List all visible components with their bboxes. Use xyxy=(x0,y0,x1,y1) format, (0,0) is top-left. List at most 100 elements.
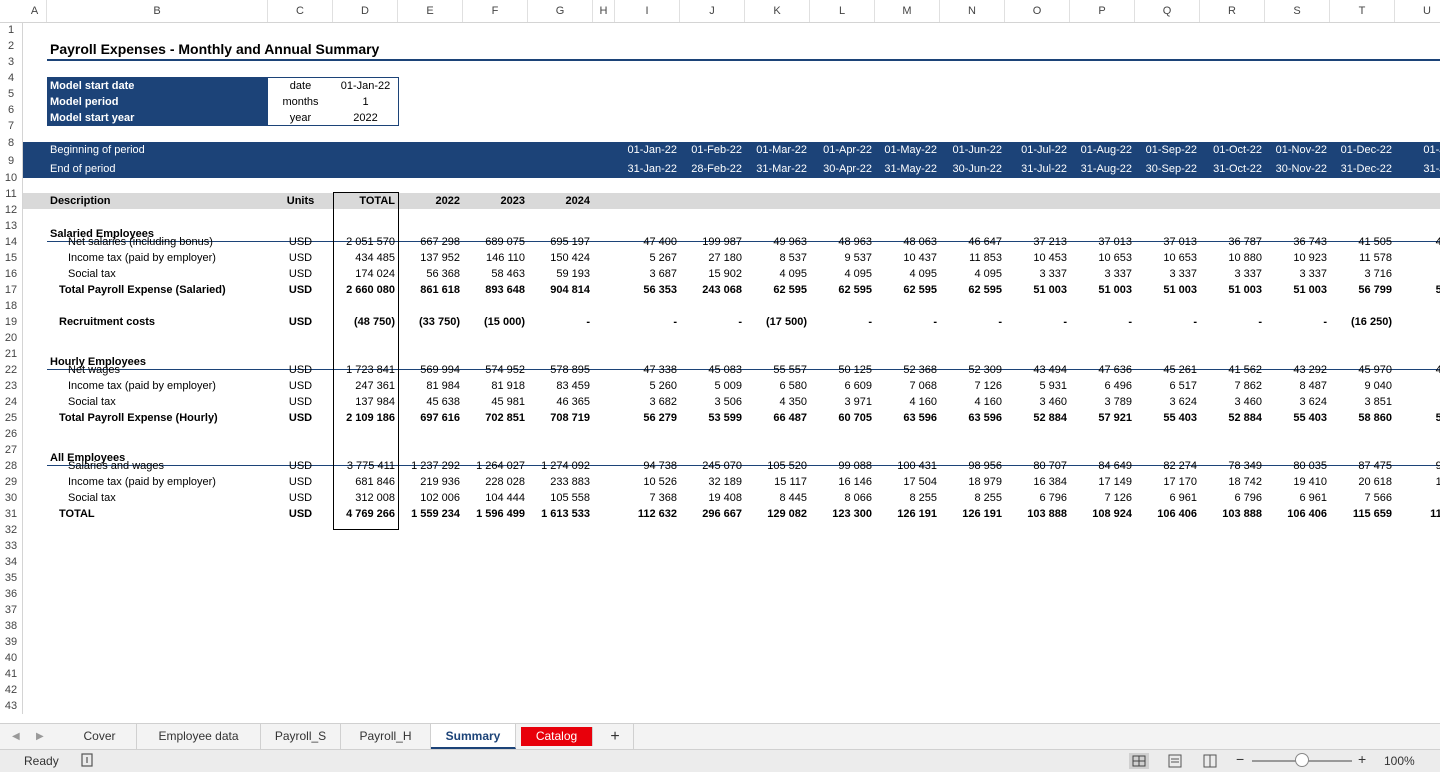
row-month-value[interactable]: 98 956 xyxy=(968,460,1002,472)
row-month-value[interactable]: 78 349 xyxy=(1228,460,1262,472)
row-month-value[interactable]: 7 126 xyxy=(1104,492,1132,504)
row-month-value[interactable]: - xyxy=(933,316,937,328)
row-header[interactable]: 11 xyxy=(0,186,23,202)
row-month-value[interactable]: 3 337 xyxy=(1234,268,1262,280)
row-month-value[interactable]: 3 8 xyxy=(1395,266,1440,282)
row-year-value[interactable]: 56 368 xyxy=(426,268,460,280)
zoom-slider-knob[interactable] xyxy=(1295,753,1309,767)
row-month-value[interactable]: 6 961 xyxy=(1169,492,1197,504)
row-month-value[interactable]: 8 487 xyxy=(1299,380,1327,392)
row-total[interactable]: 1 723 841 xyxy=(346,364,395,376)
row-year-value[interactable]: 46 365 xyxy=(556,396,590,408)
row-month-value[interactable]: 4 095 xyxy=(779,268,807,280)
row-header[interactable]: 2 xyxy=(0,38,23,54)
row-header[interactable]: 21 xyxy=(0,346,23,362)
row-month-value[interactable]: 16 384 xyxy=(1033,476,1067,488)
tab-scroll-right-icon[interactable]: ▶ xyxy=(36,731,44,742)
row-month-value[interactable]: 49 963 xyxy=(773,236,807,248)
row-year-value[interactable]: 233 883 xyxy=(550,476,590,488)
row-year-value[interactable]: 667 298 xyxy=(420,236,460,248)
zoom-out-icon[interactable]: − xyxy=(1236,751,1245,767)
row-month-value[interactable]: 45 261 xyxy=(1163,364,1197,376)
row-year-value[interactable]: 81 984 xyxy=(426,380,460,392)
row-header[interactable]: 35 xyxy=(0,570,23,586)
normal-view-icon[interactable] xyxy=(1129,753,1149,769)
row-month-value[interactable]: 6 496 xyxy=(1104,380,1132,392)
row-month-value[interactable]: 19 408 xyxy=(708,492,742,504)
row-month-value[interactable]: 5 4 xyxy=(1395,250,1440,266)
column-header-k[interactable]: K xyxy=(745,0,810,22)
column-header-i[interactable]: I xyxy=(615,0,680,22)
row-month-value[interactable]: 57 921 xyxy=(1098,412,1132,424)
row-month-value[interactable]: 62 595 xyxy=(903,284,937,296)
column-header-p[interactable]: P xyxy=(1070,0,1135,22)
column-header-t[interactable]: T xyxy=(1330,0,1395,22)
tab-cover[interactable]: Cover xyxy=(63,724,137,749)
row-month-value[interactable]: 5 267 xyxy=(649,252,677,264)
row-month-value[interactable]: - xyxy=(673,316,677,328)
row-month-value[interactable]: 49 4 xyxy=(1435,236,1440,248)
row-total[interactable]: 174 024 xyxy=(355,268,395,280)
row-month-value[interactable]: 80 707 xyxy=(1033,460,1067,472)
row-header[interactable]: 15 xyxy=(0,250,23,266)
row-month-value[interactable]: 99 088 xyxy=(838,460,872,472)
row-month-value[interactable]: 20 618 xyxy=(1358,476,1392,488)
row-month-value[interactable] xyxy=(1395,314,1440,330)
tab-payroll-s[interactable]: Payroll_S xyxy=(261,724,341,749)
row-year-value[interactable]: (33 750) xyxy=(419,316,460,328)
row-month-value[interactable]: 6 580 xyxy=(779,380,807,392)
column-header-c[interactable]: C xyxy=(268,0,333,22)
add-sheet-button[interactable]: + xyxy=(597,724,634,749)
row-month-value[interactable]: 9 040 xyxy=(1364,380,1392,392)
row-month-value[interactable]: 48 963 xyxy=(838,236,872,248)
row-month-value[interactable]: 6 609 xyxy=(844,380,872,392)
row-year-value[interactable]: 578 895 xyxy=(550,364,590,376)
row-header[interactable]: 9 xyxy=(0,153,23,170)
row-header[interactable]: 33 xyxy=(0,538,23,554)
column-header-l[interactable]: L xyxy=(810,0,875,22)
row-month-value[interactable]: 6 961 xyxy=(1299,492,1327,504)
row-month-value[interactable]: 7 6 xyxy=(1395,490,1440,506)
row-month-value[interactable]: 296 667 xyxy=(702,508,742,520)
row-month-value[interactable]: 9 537 xyxy=(844,252,872,264)
row-month-value[interactable]: 58 860 xyxy=(1358,412,1392,424)
row-month-value[interactable]: 7 566 xyxy=(1364,492,1392,504)
row-total[interactable]: (48 750) xyxy=(354,316,395,328)
row-header[interactable]: 13 xyxy=(0,218,23,234)
input-value[interactable]: 01-Jan-22 xyxy=(340,80,391,92)
row-month-value[interactable]: 4 160 xyxy=(909,396,937,408)
row-year-value[interactable]: 697 616 xyxy=(420,412,460,424)
row-month-value[interactable]: 58 8 xyxy=(1435,284,1440,296)
row-month-value[interactable]: 3 337 xyxy=(1299,268,1327,280)
row-month-value[interactable]: 3 624 xyxy=(1299,396,1327,408)
row-total[interactable]: 2 109 186 xyxy=(346,412,395,424)
row-month-value[interactable]: 3 337 xyxy=(1039,268,1067,280)
row-month-value[interactable]: - xyxy=(1063,316,1067,328)
row-month-value[interactable]: 10 653 xyxy=(1098,252,1132,264)
row-year-value[interactable]: 146 110 xyxy=(486,252,525,264)
row-month-value[interactable]: 41 562 xyxy=(1228,364,1262,376)
row-header[interactable]: 31 xyxy=(0,506,23,522)
row-month-value[interactable]: 3 624 xyxy=(1169,396,1197,408)
row-month-value[interactable]: 47 400 xyxy=(643,236,677,248)
row-month-value[interactable]: 7 368 xyxy=(649,492,677,504)
tab-employee-data[interactable]: Employee data xyxy=(137,724,261,749)
row-month-value[interactable]: 51 003 xyxy=(1228,284,1262,296)
row-month-value[interactable]: 8 445 xyxy=(779,492,807,504)
row-year-value[interactable]: 228 028 xyxy=(485,476,525,488)
row-month-value[interactable]: 5 931 xyxy=(1039,380,1067,392)
row-month-value[interactable]: 51 003 xyxy=(1033,284,1067,296)
row-year-value[interactable]: (15 000) xyxy=(484,316,525,328)
row-month-value[interactable]: - xyxy=(1128,316,1132,328)
tab-summary[interactable]: Summary xyxy=(431,724,516,749)
row-month-value[interactable]: 3 687 xyxy=(649,268,677,280)
row-month-value[interactable]: 37 013 xyxy=(1098,236,1132,248)
column-header-u[interactable]: U xyxy=(1395,0,1440,22)
row-year-value[interactable]: 137 952 xyxy=(420,252,460,264)
zoom-level[interactable]: 100% xyxy=(1384,754,1415,768)
row-year-value[interactable]: 83 459 xyxy=(556,380,590,392)
row-month-value[interactable]: 4 095 xyxy=(974,268,1002,280)
row-month-value[interactable]: 3 682 xyxy=(649,396,677,408)
row-month-value[interactable]: 3 460 xyxy=(1234,396,1262,408)
